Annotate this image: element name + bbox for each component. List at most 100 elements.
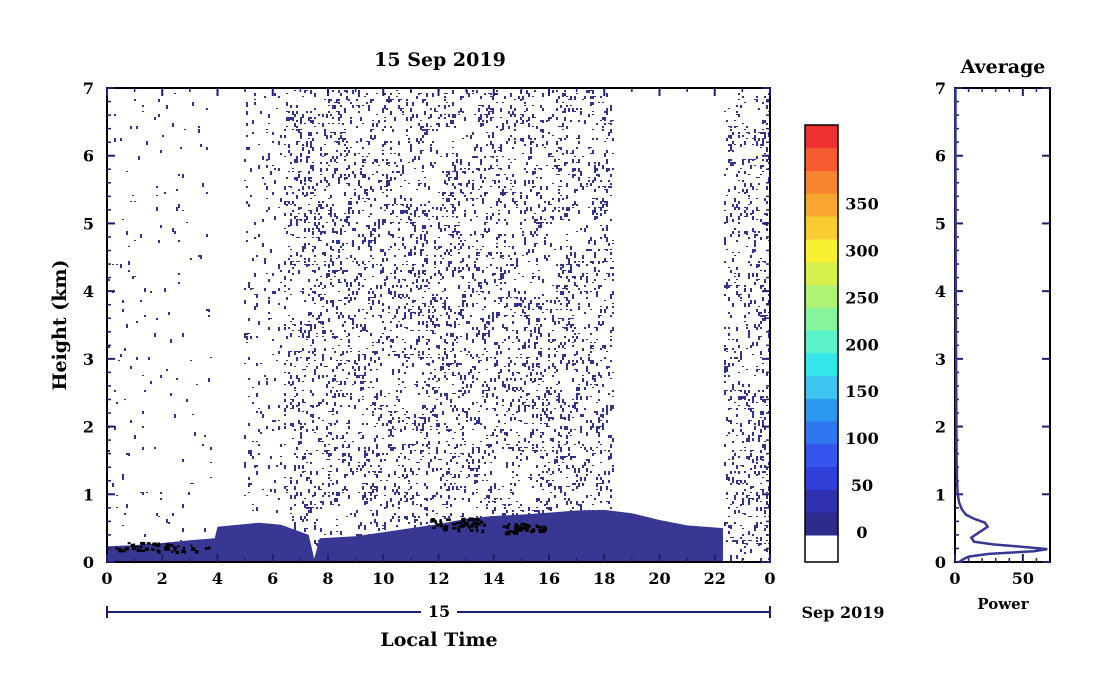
noise-speck (566, 234, 568, 235)
noise-speck (738, 294, 740, 297)
noise-speck (510, 405, 512, 407)
noise-speck (380, 414, 382, 418)
noise-speck (558, 138, 560, 139)
noise-speck (542, 489, 544, 490)
noise-speck (478, 417, 480, 420)
noise-speck (526, 423, 528, 424)
noise-speck (724, 243, 726, 245)
noise-speck (486, 216, 488, 220)
noise-speck (410, 198, 412, 201)
noise-speck (334, 447, 336, 451)
noise-speck (748, 399, 750, 401)
noise-speck (460, 375, 462, 378)
noise-speck (418, 417, 420, 418)
noise-speck (460, 183, 462, 186)
noise-speck (594, 327, 596, 328)
noise-speck (246, 186, 248, 188)
noise-speck (592, 138, 594, 140)
noise-speck (592, 210, 594, 214)
noise-speck (578, 384, 580, 385)
noise-speck (512, 321, 514, 324)
noise-speck (598, 270, 600, 272)
noise-speck (460, 234, 462, 236)
noise-speck (470, 384, 472, 388)
noise-speck (560, 450, 562, 452)
noise-speck (274, 489, 276, 493)
noise-speck (358, 447, 360, 451)
noise-speck (298, 402, 300, 406)
noise-speck (308, 228, 310, 232)
noise-speck (310, 180, 312, 182)
noise-speck (360, 117, 362, 121)
noise-speck (414, 420, 416, 424)
noise-speck (724, 369, 726, 373)
noise-speck (534, 342, 536, 346)
noise-speck (384, 507, 386, 509)
noise-speck (302, 144, 304, 146)
noise-speck (440, 459, 442, 460)
noise-speck (256, 471, 258, 475)
noise-speck (602, 423, 604, 426)
noise-speck (422, 408, 424, 409)
noise-speck (538, 168, 540, 169)
noise-speck (508, 126, 510, 129)
noise-speck (504, 513, 506, 517)
noise-speck (558, 393, 560, 396)
noise-speck (416, 462, 418, 463)
noise-speck (586, 291, 588, 294)
noise-speck (538, 327, 540, 330)
noise-speck (748, 495, 750, 496)
noise-speck (426, 339, 428, 340)
noise-speck (446, 324, 448, 326)
noise-speck (602, 417, 604, 418)
noise-speck (248, 357, 250, 360)
noise-speck (460, 453, 462, 454)
noise-speck (550, 483, 552, 486)
noise-speck (748, 531, 750, 535)
noise-speck (192, 414, 194, 415)
noise-speck (410, 144, 412, 148)
noise-speck (390, 447, 392, 451)
noise-speck (132, 195, 134, 196)
noise-speck (428, 282, 430, 284)
noise-speck (732, 441, 734, 443)
noise-speck (514, 483, 516, 486)
noise-speck (358, 354, 360, 357)
noise-speck (340, 114, 342, 118)
noise-speck (428, 363, 430, 366)
noise-speck (338, 123, 340, 124)
noise-speck (134, 240, 136, 241)
noise-speck (328, 213, 330, 215)
noise-speck (446, 102, 448, 103)
noise-speck (510, 504, 512, 505)
noise-speck (564, 162, 566, 166)
noise-speck (324, 231, 326, 234)
noise-speck (278, 168, 280, 171)
noise-speck (728, 516, 730, 517)
noise-speck (594, 189, 596, 192)
noise-speck (314, 270, 316, 273)
noise-speck (290, 204, 292, 205)
noise-speck (586, 459, 588, 461)
noise-speck (334, 171, 336, 174)
noise-speck (344, 150, 346, 152)
noise-speck (532, 366, 534, 368)
noise-speck (302, 519, 304, 522)
noise-speck (322, 201, 324, 203)
noise-speck (390, 345, 392, 348)
noise-speck (430, 162, 432, 166)
noise-speck (582, 99, 584, 100)
noise-speck (354, 258, 356, 260)
noise-speck (250, 288, 252, 290)
noise-speck (504, 186, 506, 188)
noise-speck (268, 312, 270, 314)
noise-speck (326, 153, 328, 155)
noise-speck (432, 495, 434, 499)
noise-speck (600, 96, 602, 98)
noise-speck (610, 345, 612, 347)
noise-speck (394, 447, 396, 449)
noise-speck (338, 180, 340, 184)
noise-speck (430, 276, 432, 279)
noise-speck (412, 267, 414, 271)
noise-speck (588, 114, 590, 117)
